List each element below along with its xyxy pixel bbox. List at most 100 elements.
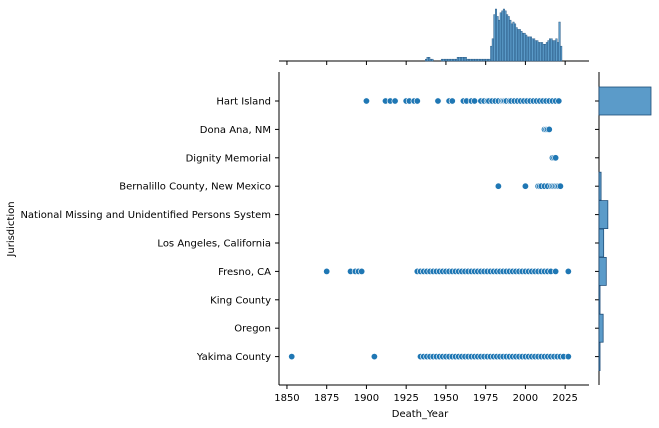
scatter-point	[521, 182, 529, 190]
y-tick-label: Fresno, CA	[218, 267, 271, 278]
top-hist-bar	[472, 58, 475, 62]
top-hist-bar	[450, 58, 453, 62]
y-tick-label: National Missing and Unidentified Person…	[20, 210, 271, 221]
top-hist-bar	[504, 10, 507, 62]
x-tick-label: 2025	[552, 393, 577, 404]
top-hist-bar	[429, 58, 432, 62]
top-hist-bar	[460, 57, 463, 62]
top-hist-bar	[545, 42, 548, 62]
scatter-point	[556, 182, 564, 190]
y-tick-label: Oregon	[234, 324, 271, 335]
scatter-point	[448, 97, 456, 105]
right-hist-bar	[598, 171, 602, 201]
top-hist-bar	[514, 23, 517, 62]
top-hist-bar	[493, 14, 496, 62]
top-hist-bar	[479, 58, 482, 62]
y-tick-label: Dona Ana, NM	[200, 125, 271, 136]
scatter-point	[564, 353, 572, 361]
right-hist-bar	[598, 86, 652, 116]
y-tick-label: Hart Island	[216, 97, 271, 108]
top-hist-bar	[469, 58, 472, 62]
top-hist-bar	[552, 40, 555, 62]
top-hist-bar	[426, 57, 429, 62]
top-hist-bar	[499, 12, 502, 62]
top-hist-bar	[447, 58, 450, 62]
top-hist-bar	[440, 58, 443, 62]
top-hist-bar	[428, 57, 431, 62]
top-hist-bar	[425, 58, 428, 62]
scatter-point	[552, 154, 560, 162]
top-hist-bar	[507, 16, 510, 62]
top-hist-bar	[518, 29, 521, 62]
top-hist-bar	[553, 40, 556, 62]
y-tick-label: Los Angeles, California	[157, 239, 271, 250]
top-hist-bar	[496, 16, 499, 62]
scatter-point	[391, 97, 399, 105]
right-hist-bar	[598, 256, 607, 286]
right-hist-bar	[598, 228, 605, 258]
top-hist-bar	[458, 57, 461, 62]
top-hist-bar	[488, 58, 491, 62]
top-hist-bar	[537, 42, 540, 62]
scatter-point	[564, 267, 572, 275]
y-tick-label: Yakima County	[196, 352, 271, 363]
top-hist-bar	[442, 58, 445, 62]
top-hist-bar	[498, 19, 501, 62]
top-hist-bar	[490, 45, 493, 62]
y-tick-label: Bernalillo County, New Mexico	[119, 182, 271, 193]
top-hist-bar	[475, 58, 478, 62]
top-hist-bar	[501, 10, 504, 62]
top-hist-bar	[534, 40, 537, 62]
tick-labels: 1850 1875 1900 1925 1950 1975 2000 2025 Hart Isl…	[20, 97, 577, 405]
right-hist-bar	[598, 313, 604, 343]
x-tick-label: 2000	[513, 393, 538, 404]
scatter-point	[370, 353, 378, 361]
top-hist-bar	[526, 36, 529, 62]
scatter-point	[288, 353, 296, 361]
y-tick-label: Dignity Memorial	[186, 153, 271, 164]
top-hist-bar	[474, 58, 477, 62]
top-hist-bar	[523, 32, 526, 62]
top-hist-bar	[547, 40, 550, 62]
top-hist-bar	[467, 58, 470, 62]
x-tick-label: 1875	[314, 393, 339, 404]
x-tick-label: 1925	[393, 393, 418, 404]
top-hist-bar	[517, 29, 520, 62]
top-hist-bar	[509, 19, 512, 62]
x-tick-label: 1950	[433, 393, 458, 404]
top-hist-bar	[495, 8, 497, 62]
top-hist-bar	[536, 40, 539, 62]
top-hist-bar	[544, 44, 547, 62]
top-hist-bar	[487, 58, 490, 62]
top-hist-bar	[531, 38, 534, 62]
top-hist-bar	[445, 58, 448, 62]
top-hist-bar	[431, 58, 434, 62]
scatter-point	[494, 182, 502, 190]
top-hist-bar	[512, 21, 515, 62]
marginal-x-histogram	[279, 8, 589, 65]
top-hist-bar	[506, 14, 509, 62]
scatter-point	[323, 267, 331, 275]
top-hist-bar	[525, 34, 528, 62]
top-hist-bar	[555, 38, 558, 62]
top-hist-bar	[502, 8, 505, 62]
top-hist-bar	[560, 45, 563, 62]
top-hist-bar	[464, 57, 467, 62]
top-hist-bar	[558, 21, 561, 62]
top-hist-bar	[483, 58, 486, 62]
top-hist-bar	[452, 58, 455, 62]
x-tick-label: 1900	[354, 393, 379, 404]
top-hist-bar	[455, 58, 458, 62]
x-axis-label: Death_Year	[392, 409, 449, 420]
scatter-point	[358, 267, 366, 275]
top-hist-bar	[463, 57, 466, 62]
top-hist-bar	[557, 42, 559, 62]
top-hist-bar	[515, 27, 518, 62]
top-hist-bar	[510, 23, 513, 62]
top-hist-bar	[477, 58, 480, 62]
top-hist-bar	[542, 44, 545, 62]
top-hist-bar	[482, 58, 485, 62]
top-hist-bar	[529, 36, 532, 62]
scatter-point	[552, 267, 560, 275]
